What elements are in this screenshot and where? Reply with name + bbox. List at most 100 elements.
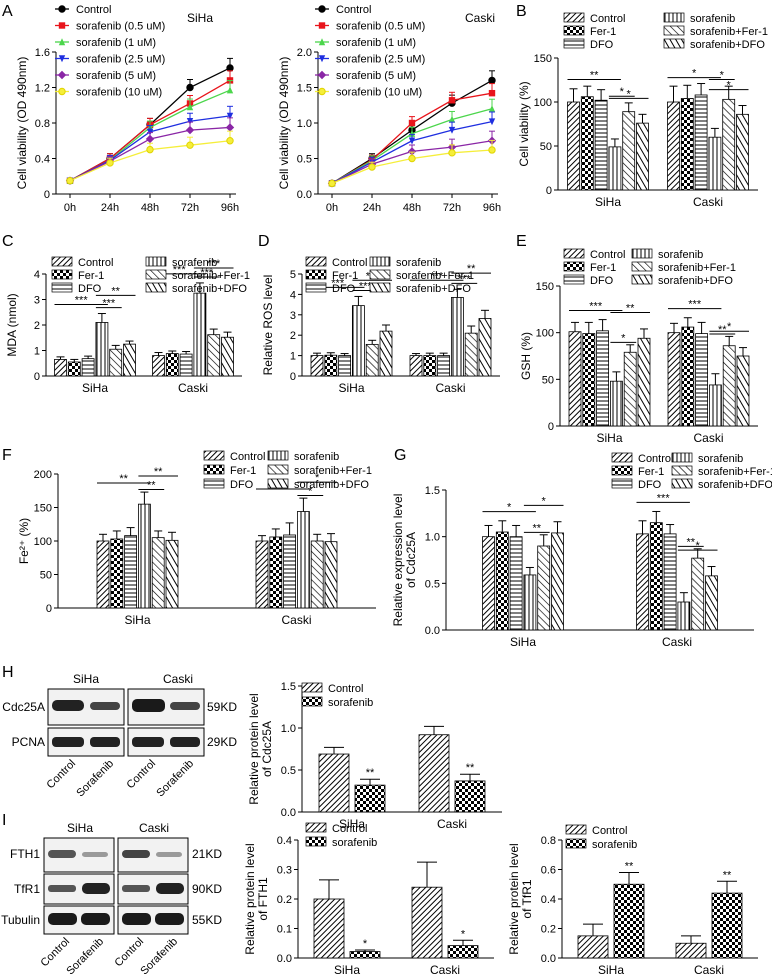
- data-point: [226, 86, 234, 94]
- y-tick-label: 0: [548, 421, 554, 433]
- legend-entry: Control: [332, 257, 367, 269]
- bar: [349, 951, 381, 959]
- data-point: [225, 123, 235, 132]
- y-tick-label: 1.0: [281, 723, 296, 735]
- y-tick-label: 1: [290, 351, 296, 363]
- x-tick-label: 72h: [181, 202, 199, 214]
- bar: [708, 136, 722, 191]
- bar: [681, 326, 695, 427]
- data-point: [318, 22, 326, 29]
- legend-entry: sorafenib: [328, 697, 373, 709]
- legend-entry: Fer-1: [638, 466, 664, 478]
- blot-band: [52, 737, 84, 747]
- y-tick-label: 0: [44, 189, 50, 201]
- bar: [523, 574, 537, 631]
- y-tick-label: 0.0: [297, 189, 312, 201]
- significance-label: ***: [430, 270, 444, 282]
- bar: [221, 336, 234, 377]
- blot-i-lane-2: Sorafenib: [64, 936, 106, 978]
- y-axis-label: Cell viability (%): [517, 81, 531, 166]
- legend-entry: Control: [328, 683, 363, 695]
- bar: [567, 101, 580, 191]
- legend-swatch: [563, 261, 585, 272]
- bar: [137, 503, 151, 609]
- y-axis-label: Cell viability (OD 490nm): [277, 57, 291, 190]
- legend-entry: sorafenib+Fer-1: [172, 270, 250, 282]
- blot-h-group-siha: SiHa: [73, 672, 99, 686]
- blot-i-size-55kd: 55KD: [192, 913, 222, 927]
- data-point: [226, 137, 234, 145]
- data-point: [226, 64, 234, 72]
- significance-label: **: [590, 69, 599, 81]
- legend-entry: DFO: [78, 283, 102, 295]
- legend-swatch: [563, 38, 585, 49]
- significance-label: *: [308, 485, 313, 497]
- y-axis-label: Relative protein level: [243, 843, 257, 954]
- y-tick-label: 1.5: [297, 83, 312, 95]
- bar: [454, 780, 486, 813]
- bar: [537, 545, 551, 631]
- bar: [667, 332, 681, 427]
- bar: [255, 540, 269, 609]
- significance-label: **: [625, 860, 634, 872]
- y-tick-label: 200: [34, 469, 52, 481]
- legend-entry: sorafenib: [332, 837, 377, 849]
- blot-band: [122, 850, 150, 858]
- bar: [110, 538, 124, 609]
- bar-chart-i1: 0.0 0.1 0.2 0.3 0.4 Relative protein level of …: [243, 822, 494, 977]
- blot-band: [132, 737, 164, 747]
- bar: [109, 348, 123, 377]
- y-axis-label: of TfR1: [520, 879, 534, 918]
- x-tick-label: 48h: [403, 202, 421, 214]
- x-tick-label: 96h: [483, 202, 501, 214]
- x-category-label: SiHa: [338, 381, 364, 395]
- bar: [95, 322, 109, 377]
- panel-letter-i: I: [2, 812, 6, 829]
- significance-label: **: [687, 536, 696, 548]
- legend-swatch: [369, 282, 391, 293]
- y-tick-label: 0.6: [541, 865, 556, 877]
- bar: [680, 98, 694, 191]
- y-axis-label: Relative expression level: [391, 494, 405, 627]
- x-category-label: Caski: [435, 381, 465, 395]
- bar: [365, 343, 379, 377]
- y-axis-label: Relative protein level: [247, 693, 261, 804]
- legend-entry: sorafenib: [690, 13, 735, 25]
- y-axis-label: GSH (%): [519, 332, 533, 380]
- y-tick-label: 100: [534, 97, 552, 109]
- legend-entry: sorafenib+DFO: [294, 479, 369, 491]
- bar: [705, 575, 718, 631]
- data-point: [57, 70, 67, 80]
- data-point: [408, 119, 416, 127]
- legend-entry: sorafenib+DFO: [396, 283, 471, 295]
- bar: [310, 355, 324, 377]
- bar: [269, 536, 283, 609]
- significance-label: ***: [688, 299, 702, 311]
- legend-entry: sorafenib+Fer-1: [698, 466, 772, 478]
- legend-entry: sorafenib (10 uM): [336, 87, 422, 99]
- blot-band: [82, 852, 108, 857]
- blot-band: [90, 737, 120, 747]
- blot-i-row-fth1: FTH1: [10, 847, 40, 861]
- bar: [379, 330, 393, 377]
- x-category-label: SiHa: [510, 635, 536, 649]
- western-blot-h: SiHa Caski Cdc25A PCNA 59KD 29KD Control…: [2, 672, 237, 799]
- legend-entry: sorafenib: [294, 451, 339, 463]
- legend-swatch: [369, 256, 391, 267]
- blot-i-row-tfr1: TfR1: [14, 882, 40, 896]
- y-tick-label: 1.0: [297, 118, 312, 130]
- significance-label: *: [696, 540, 701, 552]
- y-tick-label: 50: [542, 374, 554, 386]
- significance-label: ***: [207, 258, 221, 270]
- significance-label: ***: [173, 264, 187, 276]
- y-axis-label: of Cdc25A: [260, 721, 274, 777]
- bar: [296, 511, 310, 609]
- y-tick-label: 4: [34, 269, 40, 281]
- y-tick-label: 0: [46, 603, 52, 615]
- bar: [736, 355, 750, 427]
- legend-entry: DFO: [638, 479, 662, 491]
- legend-swatch: [565, 824, 587, 835]
